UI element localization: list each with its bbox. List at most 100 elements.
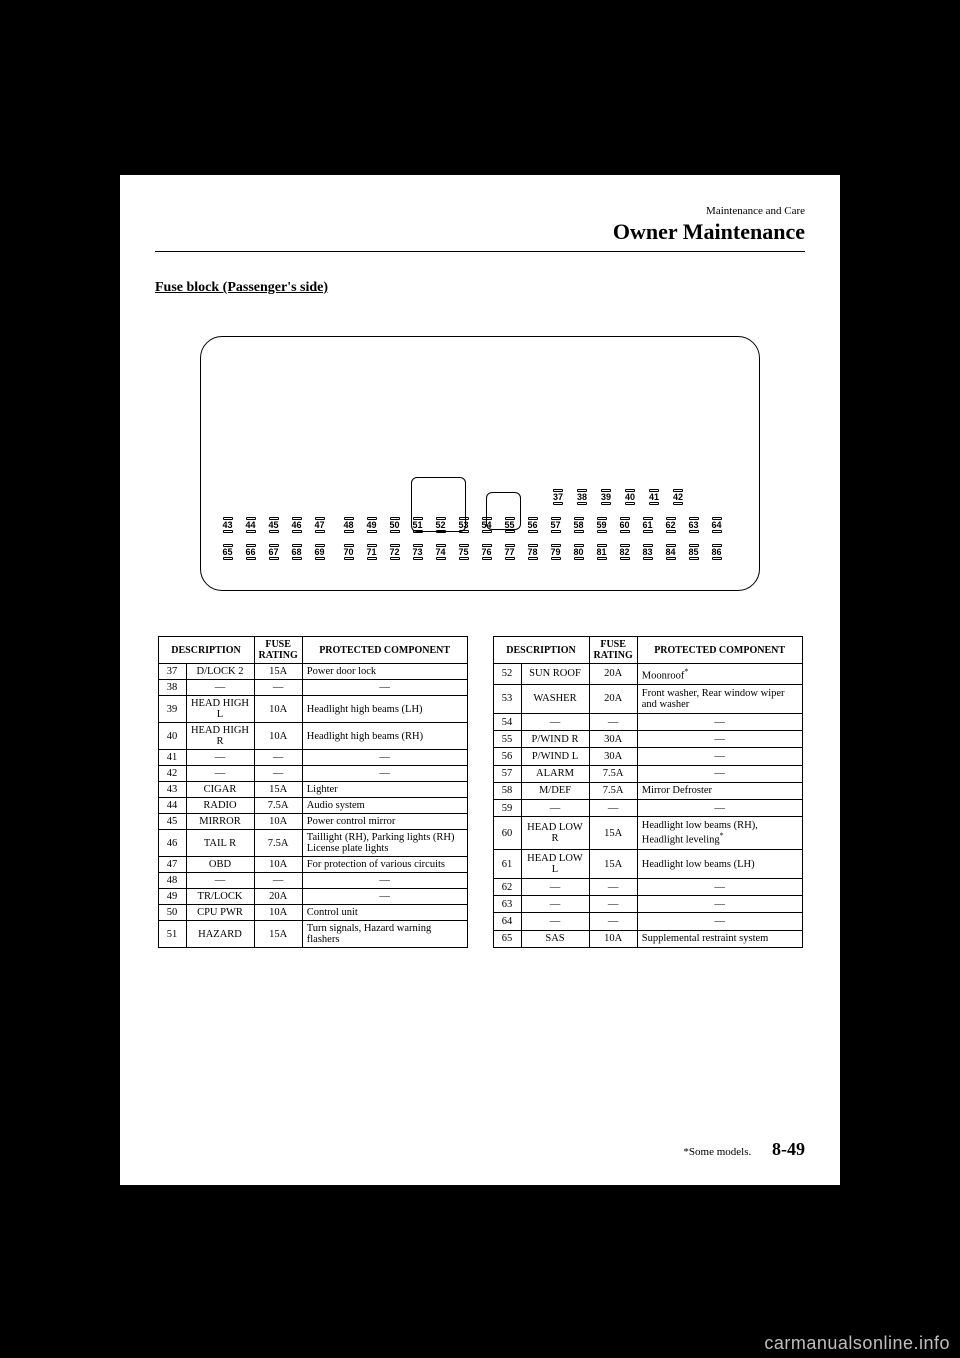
- cell-rating: 10A: [254, 857, 302, 873]
- fuse-slot: 41: [642, 489, 666, 505]
- cell-number: 58: [493, 782, 521, 799]
- cell-number: 55: [493, 731, 521, 748]
- cell-rating: 30A: [589, 748, 637, 765]
- cell-description: HEAD HIGH R: [186, 723, 254, 750]
- tables-container: DESCRIPTION FUSE RATING PROTECTED COMPON…: [155, 636, 805, 948]
- table-row: 58M/DEF7.5AMirror Defroster: [493, 782, 802, 799]
- fuse-slot: 73: [406, 544, 429, 560]
- fuse-slot: 86: [705, 544, 728, 560]
- fuse-slot: 75: [452, 544, 475, 560]
- header-rule: [155, 251, 805, 252]
- cell-description: —: [186, 680, 254, 696]
- cell-rating: —: [254, 750, 302, 766]
- table-row: 51HAZARD15ATurn signals, Hazard warning …: [158, 921, 467, 948]
- table-row: 50CPU PWR10AControl unit: [158, 905, 467, 921]
- cell-number: 64: [493, 913, 521, 930]
- fuse-slot: 67: [262, 544, 285, 560]
- fuse-slot: 38: [570, 489, 594, 505]
- th-description: DESCRIPTION: [158, 637, 254, 664]
- cell-number: 39: [158, 696, 186, 723]
- table-row: 45MIRROR10APower control mirror: [158, 814, 467, 830]
- cell-number: 51: [158, 921, 186, 948]
- cell-number: 65: [493, 930, 521, 947]
- cell-number: 56: [493, 748, 521, 765]
- cell-description: —: [521, 913, 589, 930]
- fuse-slot: 48: [337, 517, 360, 533]
- cell-rating: 15A: [589, 817, 637, 850]
- cell-number: 46: [158, 830, 186, 857]
- cell-description: TAIL R: [186, 830, 254, 857]
- cell-description: —: [521, 879, 589, 896]
- cell-rating: —: [254, 680, 302, 696]
- watermark: carmanualsonline.info: [764, 1333, 950, 1354]
- cell-rating: —: [589, 714, 637, 731]
- fuse-slot: 57: [544, 517, 567, 533]
- fuse-slot: 70: [337, 544, 360, 560]
- table-row: 61HEAD LOW L15AHeadlight low beams (LH): [493, 850, 802, 879]
- fuse-slot: 45: [262, 517, 285, 533]
- cell-number: 44: [158, 798, 186, 814]
- table-row: 60HEAD LOW R15AHeadlight low beams (RH),…: [493, 817, 802, 850]
- cell-description: MIRROR: [186, 814, 254, 830]
- cell-component: For protection of various circuits: [302, 857, 467, 873]
- fuse-slot: 79: [544, 544, 567, 560]
- table-row: 40HEAD HIGH R10AHeadlight high beams (RH…: [158, 723, 467, 750]
- cell-number: 38: [158, 680, 186, 696]
- fuse-slot: 61: [636, 517, 659, 533]
- cell-number: 48: [158, 873, 186, 889]
- cell-rating: 20A: [589, 684, 637, 713]
- header-category: Maintenance and Care: [155, 205, 805, 217]
- cell-component: —: [302, 750, 467, 766]
- cell-component: Headlight low beams (RH), Headlight leve…: [637, 817, 802, 850]
- cell-component: Mirror Defroster: [637, 782, 802, 799]
- fuse-slot: 81: [590, 544, 613, 560]
- footnote: *Some models.: [683, 1146, 751, 1158]
- cell-description: RADIO: [186, 798, 254, 814]
- fuse-slot: 46: [285, 517, 308, 533]
- cell-rating: —: [589, 896, 637, 913]
- fuse-slot: 56: [521, 517, 544, 533]
- fuse-mid-row: 4344454647484950515253545556575859606162…: [216, 515, 744, 533]
- cell-description: OBD: [186, 857, 254, 873]
- fuse-slot: 85: [682, 544, 705, 560]
- cell-component: Taillight (RH), Parking lights (RH) Lice…: [302, 830, 467, 857]
- table-row: 46TAIL R7.5ATaillight (RH), Parking ligh…: [158, 830, 467, 857]
- asterisk-icon: *: [720, 831, 724, 840]
- cell-component: Turn signals, Hazard warning flashers: [302, 921, 467, 948]
- fuse-slot: 69: [308, 544, 331, 560]
- th-rating: FUSE RATING: [589, 637, 637, 664]
- fuse-slot: 62: [659, 517, 682, 533]
- cell-number: 61: [493, 850, 521, 879]
- table-row: 56P/WIND L30A—: [493, 748, 802, 765]
- cell-description: CPU PWR: [186, 905, 254, 921]
- fuse-slot: 58: [567, 517, 590, 533]
- cell-description: SAS: [521, 930, 589, 947]
- table-row: 48———: [158, 873, 467, 889]
- cell-description: P/WIND L: [521, 748, 589, 765]
- fuse-slot: 68: [285, 544, 308, 560]
- cell-description: —: [521, 800, 589, 817]
- cell-number: 62: [493, 879, 521, 896]
- cell-rating: 15A: [254, 664, 302, 680]
- fuse-slot: 74: [429, 544, 452, 560]
- cell-rating: 7.5A: [589, 782, 637, 799]
- fuse-slot: 55: [498, 517, 521, 533]
- th-component: PROTECTED COMPONENT: [302, 637, 467, 664]
- fuse-top-row: 373839404142: [546, 487, 690, 505]
- fuse-slot: 42: [666, 489, 690, 505]
- table-row: 39HEAD HIGH L10AHeadlight high beams (LH…: [158, 696, 467, 723]
- cell-description: HEAD HIGH L: [186, 696, 254, 723]
- fuse-slot: 49: [360, 517, 383, 533]
- cell-component: —: [637, 714, 802, 731]
- cell-component: Power control mirror: [302, 814, 467, 830]
- cell-description: M/DEF: [521, 782, 589, 799]
- cell-number: 63: [493, 896, 521, 913]
- cell-component: —: [637, 896, 802, 913]
- cell-rating: 10A: [254, 723, 302, 750]
- cell-component: Headlight high beams (LH): [302, 696, 467, 723]
- table-row: 53WASHER20AFront washer, Rear window wip…: [493, 684, 802, 713]
- cell-component: —: [637, 765, 802, 782]
- table-row: 38———: [158, 680, 467, 696]
- fuse-slot: 66: [239, 544, 262, 560]
- cell-number: 45: [158, 814, 186, 830]
